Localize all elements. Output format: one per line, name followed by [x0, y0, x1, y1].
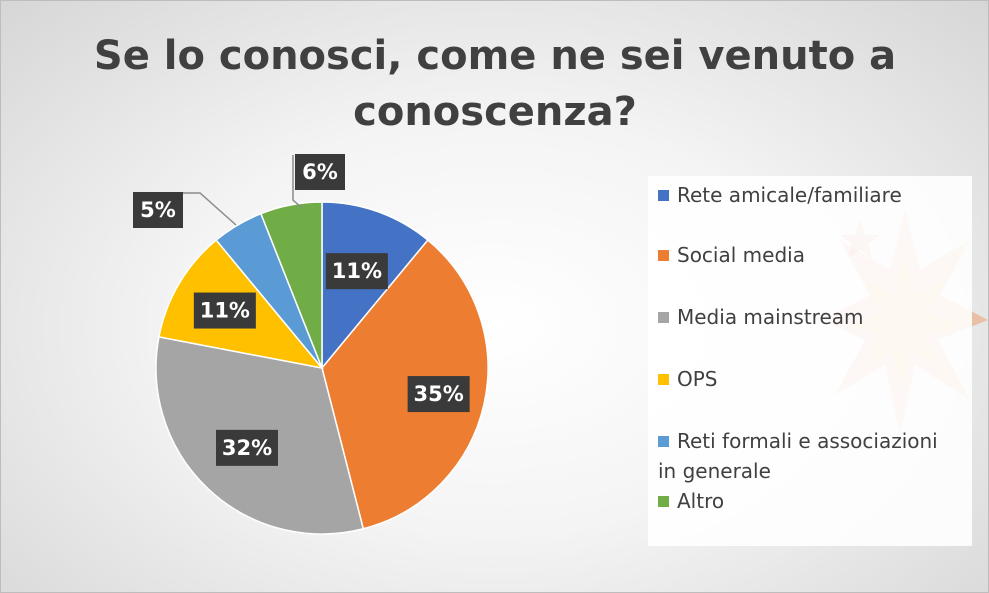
legend-label: OPS [677, 367, 718, 391]
data-label: 5% [133, 192, 183, 228]
pie-slice [259, 201, 323, 369]
data-label: 32% [216, 429, 279, 466]
legend-swatch [658, 374, 669, 385]
svg-text:11%: 11% [332, 259, 382, 283]
legend-item: Rete amicale/familiare [658, 180, 958, 210]
legend-label: Media mainstream [677, 305, 864, 329]
pie-slice [321, 239, 489, 530]
legend-item: Reti formali e associazioni in generale [658, 426, 958, 486]
legend-label: Reti formali e associazioni in generale [658, 429, 938, 483]
data-label: 6% [295, 154, 345, 190]
legend-swatch [658, 312, 669, 323]
leader-line [180, 192, 237, 226]
legend-item: Altro [658, 486, 958, 516]
legend: Rete amicale/familiare Social media Media … [648, 176, 972, 546]
legend-item: Media mainstream [658, 302, 958, 332]
legend-label: Rete amicale/familiare [677, 183, 902, 207]
svg-text:6%: 6% [302, 160, 338, 184]
svg-text:11%: 11% [200, 299, 250, 323]
legend-item: Social media [658, 240, 958, 270]
data-label: 11% [193, 292, 256, 329]
legend-label: Social media [677, 243, 805, 267]
legend-swatch [658, 496, 669, 507]
svg-text:5%: 5% [140, 198, 176, 222]
svg-text:35%: 35% [414, 382, 464, 406]
svg-text:32%: 32% [222, 436, 272, 460]
data-label: 35% [407, 376, 470, 413]
legend-swatch [658, 190, 669, 201]
chart-title: Se lo conosci, come ne sei venuto a cono… [93, 33, 897, 135]
legend-item: OPS [658, 364, 958, 394]
leader-line [292, 155, 303, 209]
data-label: 11% [325, 253, 388, 290]
legend-label: Altro [677, 489, 725, 513]
legend-swatch [658, 436, 669, 447]
legend-swatch [658, 250, 669, 261]
